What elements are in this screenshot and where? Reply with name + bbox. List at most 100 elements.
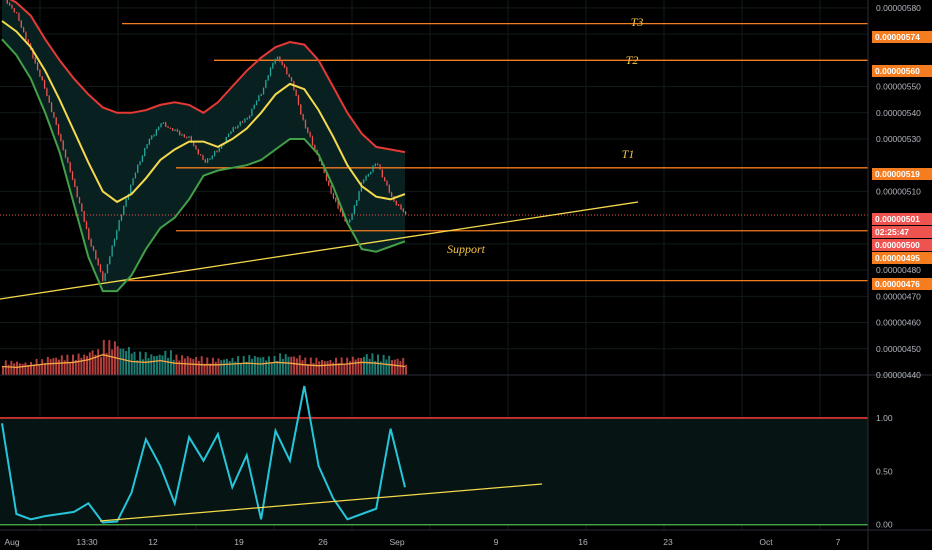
candle-body	[377, 164, 379, 166]
candle-body	[253, 105, 255, 109]
candle-body	[132, 178, 134, 185]
volume-bar	[35, 358, 38, 375]
candle-body	[246, 118, 248, 120]
candle-body	[6, 0, 8, 4]
candle-body	[18, 13, 20, 21]
candle-body	[48, 96, 50, 103]
volume-bar	[141, 359, 144, 375]
candle-body	[53, 112, 55, 118]
price-label-box	[872, 239, 932, 251]
band-fill	[2, 0, 405, 292]
volume-bar	[217, 358, 220, 375]
candle-body	[216, 151, 218, 153]
volume-bar	[307, 364, 309, 375]
time-tick-label: 12	[148, 537, 158, 547]
candle-body	[276, 56, 279, 60]
volume-bar	[60, 355, 63, 375]
candle-body	[258, 95, 260, 102]
volume-bar	[27, 365, 30, 375]
volume-bar	[405, 364, 407, 375]
candle-body	[155, 129, 158, 136]
volume-bar	[192, 359, 195, 375]
candle-body	[241, 121, 244, 123]
candle-body	[125, 199, 127, 207]
candle-body	[36, 62, 39, 70]
volume-bar	[24, 362, 27, 375]
volume-bar	[346, 357, 349, 375]
candle-body	[139, 161, 141, 166]
candle-body	[76, 186, 78, 198]
volume-bar	[309, 357, 312, 375]
volume-bar	[388, 355, 391, 375]
candle-body	[335, 198, 337, 202]
candle-body	[99, 264, 102, 272]
volume-bar	[97, 349, 100, 375]
candle-body	[304, 119, 307, 128]
candle-body	[190, 136, 192, 143]
candle-body	[381, 169, 384, 178]
price-label-box	[872, 226, 932, 238]
candle-body	[400, 204, 402, 210]
volume-bar	[30, 362, 32, 375]
volume-bar	[16, 361, 18, 375]
volume-bar	[332, 362, 335, 375]
candle-body	[367, 173, 370, 176]
candle-body	[309, 132, 311, 137]
volume-bar	[295, 358, 298, 375]
candle-body	[260, 94, 262, 96]
volume-bar	[279, 353, 282, 375]
volume-bar	[239, 363, 242, 375]
volume-bar	[86, 356, 88, 375]
volume-bar	[119, 348, 122, 375]
volume-bar	[399, 361, 402, 375]
price-tick-label: 0.00000540	[876, 108, 921, 118]
volume-bar	[153, 356, 156, 375]
oscillator-trendline	[99, 483, 543, 522]
volume-bar	[80, 357, 83, 375]
candle-body	[349, 220, 351, 223]
volume-bar	[290, 356, 293, 375]
volume-bar	[72, 354, 74, 375]
candle-body	[55, 117, 57, 125]
volume-bar	[108, 340, 111, 375]
candle-body	[74, 179, 76, 187]
candle-body	[71, 171, 74, 180]
candle-body	[25, 32, 27, 40]
candle-body	[365, 175, 367, 181]
candle-body	[20, 20, 22, 28]
candle-body	[279, 56, 281, 62]
volume-bar	[253, 356, 256, 375]
volume-bar	[13, 363, 16, 375]
price-panel[interactable]	[0, 0, 868, 375]
price-tick-label: 0.00000440	[876, 370, 921, 380]
volume-bar	[273, 356, 276, 375]
volume-bar	[150, 354, 153, 375]
volume-bar	[125, 350, 128, 375]
price-label-text: 0.00000495	[875, 253, 920, 263]
volume-bar	[234, 361, 237, 375]
candle-body	[144, 148, 146, 156]
oscillator-panel[interactable]	[0, 385, 868, 526]
volume-bar	[41, 359, 44, 375]
volume-bar	[237, 356, 240, 375]
volume-bar	[318, 361, 321, 375]
candle-body	[283, 64, 286, 68]
candle-body	[353, 205, 356, 214]
volume-bar	[74, 360, 77, 375]
candle-body	[220, 145, 223, 149]
volume-bar	[228, 360, 231, 375]
candle-body	[204, 159, 206, 163]
candle-body	[248, 115, 251, 119]
time-tick-label: Aug	[4, 537, 19, 547]
candle-body	[218, 148, 220, 152]
volume-bar	[83, 354, 86, 375]
price-label-text: 0.00000476	[875, 279, 920, 289]
volume-bar	[329, 360, 332, 375]
volume-bar	[130, 353, 133, 375]
volume-bar	[44, 363, 46, 375]
price-tick-label: 0.00000550	[876, 82, 921, 92]
volume-bar	[139, 351, 142, 375]
candle-body	[183, 134, 185, 137]
candle-body	[195, 145, 197, 150]
